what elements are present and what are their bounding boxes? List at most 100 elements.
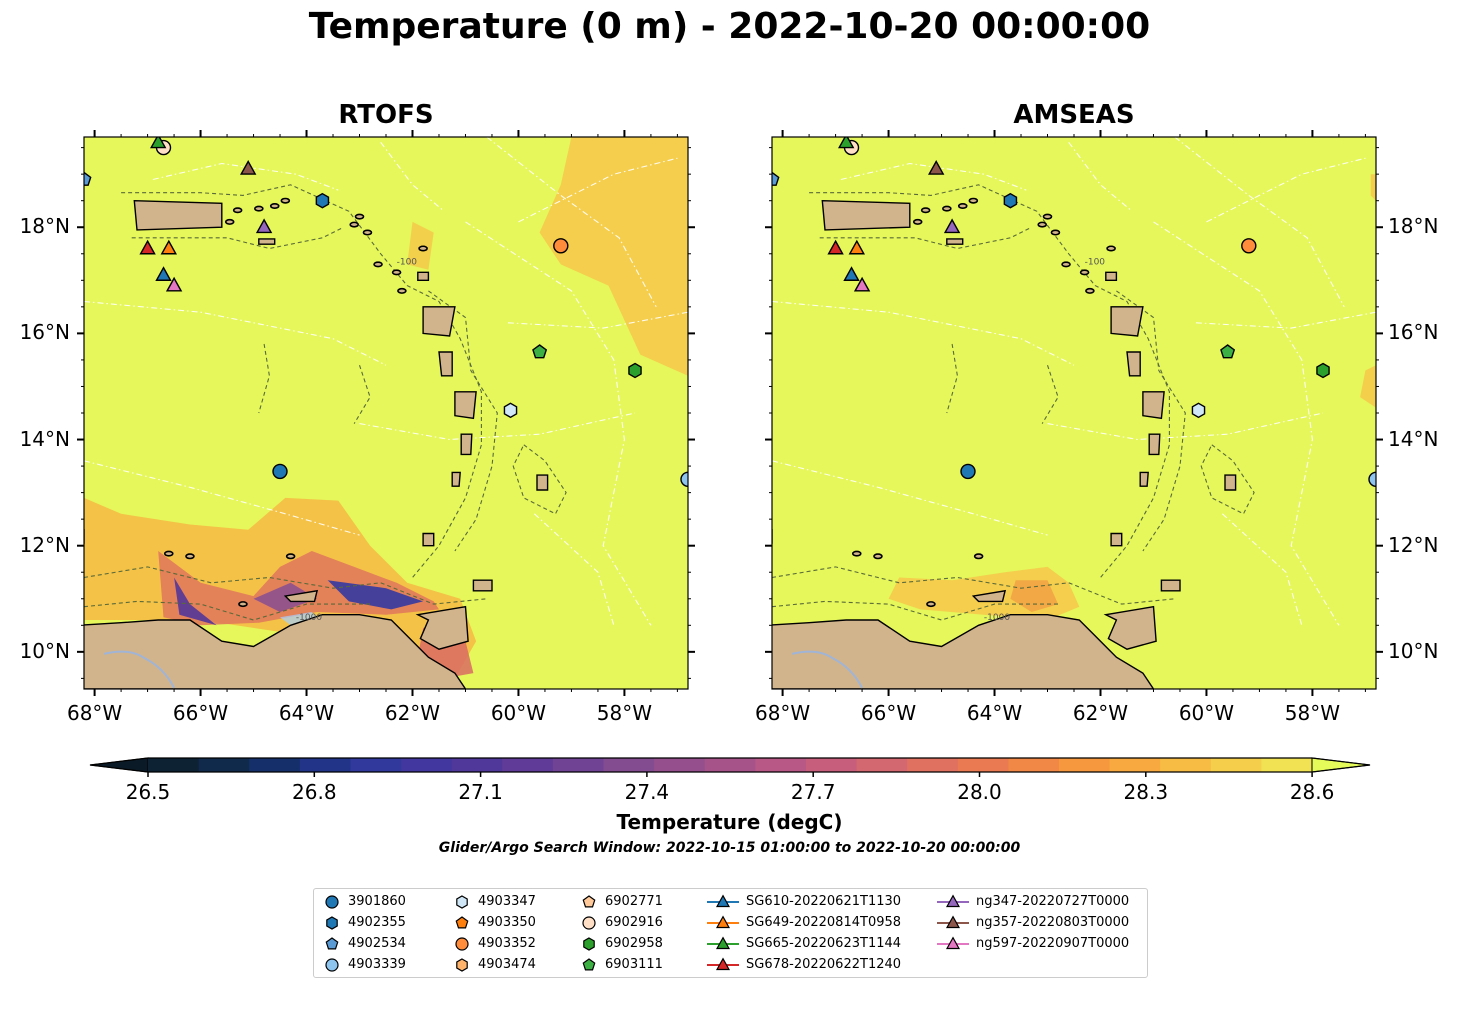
obs-marker-ng347-20220727T0000[interactable]: [255, 218, 273, 234]
eez-boundary-line: [359, 412, 636, 441]
legend-item: 4903352: [452, 933, 536, 954]
land-margarita: [971, 589, 1007, 603]
obs-marker-ng597-20220907T0000[interactable]: [165, 276, 183, 292]
legend-label: 4903352: [478, 936, 536, 951]
legend-item: SG649-20220814T0958: [706, 912, 901, 933]
obs-marker-ng357-20220803T0000[interactable]: [240, 160, 257, 175]
obs-marker-4902534[interactable]: [77, 171, 92, 186]
y-tick-label: 18°N: [19, 214, 70, 239]
legend-item: 4903350: [452, 912, 536, 933]
bathymetry-contour: [1116, 290, 1186, 552]
y-tick-label: 16°N: [19, 320, 70, 345]
obs-marker-3901860[interactable]: [272, 463, 288, 480]
obs-marker-SG649-20220814T0958[interactable]: [848, 239, 865, 255]
colorbar-tick-label: 28.0: [957, 780, 1002, 804]
colorbar-tick-label: 26.5: [125, 780, 171, 804]
land-stcroix: [946, 238, 964, 245]
obs-marker-6902958[interactable]: [628, 362, 642, 379]
observation-legend: 3901860 4902355 4902534 4903339 4903347 49033…: [313, 888, 1148, 978]
small-island: [418, 245, 428, 252]
small-island: [185, 553, 195, 560]
obs-marker-4902355[interactable]: [315, 192, 330, 209]
obs-marker-ng347-20220727T0000[interactable]: [943, 218, 961, 234]
small-island: [163, 550, 174, 557]
colorbar-bin: [755, 758, 807, 772]
legend-label: 6902958: [605, 936, 663, 951]
obs-marker-SG665-20220623T1144[interactable]: [150, 135, 167, 149]
land-trinidad: [1103, 605, 1157, 650]
colorbar-bin: [1109, 758, 1161, 772]
small-island: [1061, 261, 1071, 268]
colorbar-bin: [1261, 758, 1313, 772]
legend-label: SG665-20220623T1144: [746, 936, 902, 951]
obs-marker-ng597-20220907T0000[interactable]: [853, 276, 871, 292]
panel-title-amseas: AMSEAS: [1013, 100, 1135, 130]
small-island: [373, 261, 383, 268]
obs-marker-6902958[interactable]: [1316, 362, 1330, 379]
obs-marker-4903352[interactable]: [553, 238, 569, 254]
bathymetry-contour: [772, 566, 1175, 605]
colorbar-bin: [704, 758, 756, 772]
land-curacao: [724, 525, 745, 546]
small-island: [354, 213, 365, 220]
legend-marker-icon: [583, 936, 595, 951]
obs-marker-4903352[interactable]: [1241, 238, 1257, 254]
colorbar-extend-high: [1311, 757, 1371, 773]
eez-boundary-line: [380, 141, 445, 212]
small-island: [269, 203, 280, 210]
obs-marker-ng357-20220803T0000[interactable]: [928, 160, 945, 175]
obs-marker-6903111[interactable]: [1220, 344, 1236, 359]
small-island: [280, 197, 291, 204]
eez-boundary-line: [772, 460, 1048, 536]
obs-marker-SG610-20220621T1130[interactable]: [843, 266, 860, 281]
temperature-colorbar: [89, 757, 1371, 777]
colorbar-bin: [148, 758, 200, 772]
x-tick-label: 58°W: [1284, 701, 1341, 725]
legend-label: ng347-20220727T0000: [976, 894, 1130, 909]
land-grenada: [422, 532, 435, 547]
legend-marker-icon: [937, 935, 969, 949]
obs-marker-4902355[interactable]: [1003, 192, 1018, 209]
temperature-anomaly-area: [539, 137, 688, 376]
obs-marker-SG665-20220623T1144[interactable]: [838, 135, 855, 149]
contour-label: -1000: [838, 733, 864, 743]
temperature-anomaly-area: [253, 582, 318, 612]
small-island: [926, 601, 936, 608]
land-grenada: [1110, 532, 1123, 547]
legend-marker-icon: [582, 957, 596, 970]
land-dominica: [438, 351, 453, 377]
obs-marker-4903347[interactable]: [1191, 402, 1206, 419]
legend-label: 4903474: [478, 957, 536, 972]
legend-label: SG678-20220622T1240: [746, 957, 902, 972]
land-bonaire: [84, 529, 85, 544]
eez-boundary-line: [1206, 157, 1366, 223]
obs-marker-4903339[interactable]: [1368, 471, 1383, 487]
x-tick-label: 58°W: [596, 701, 653, 725]
obs-marker-SG678-20220622T1240[interactable]: [827, 239, 844, 255]
obs-marker-SG610-20220621T1130[interactable]: [155, 266, 172, 281]
legend-item: 4903474: [452, 954, 536, 975]
land-martinique: [1142, 391, 1165, 420]
eez-boundary-line: [84, 460, 360, 536]
obs-marker-SG649-20220814T0958[interactable]: [160, 239, 177, 255]
land-stlucia: [460, 433, 473, 456]
colorbar-extend-low: [89, 757, 149, 773]
x-tick-label: 68°W: [66, 701, 123, 725]
colorbar-bin: [451, 758, 503, 772]
bathymetry-contour: [84, 600, 371, 621]
obs-marker-4902534[interactable]: [765, 171, 780, 186]
legend-item: SG665-20220623T1144: [706, 933, 901, 954]
obs-marker-SG678-20220622T1240[interactable]: [139, 239, 156, 255]
legend-item: SG610-20220621T1130: [706, 891, 901, 912]
eez-boundary-line: [518, 157, 678, 223]
legend-marker-icon: [325, 894, 339, 909]
obs-marker-3901860[interactable]: [960, 463, 976, 480]
obs-marker-6903111[interactable]: [532, 344, 548, 359]
legend-label: ng357-20220803T0000: [976, 915, 1130, 930]
x-tick-label: 60°W: [1178, 701, 1235, 725]
obs-marker-4903347[interactable]: [503, 402, 518, 419]
x-tick-label: 64°W: [278, 701, 335, 725]
small-island: [851, 550, 862, 557]
rtofs-map-panel: -1000 -1000 -100: [77, 130, 695, 696]
obs-marker-4903339[interactable]: [680, 471, 695, 487]
